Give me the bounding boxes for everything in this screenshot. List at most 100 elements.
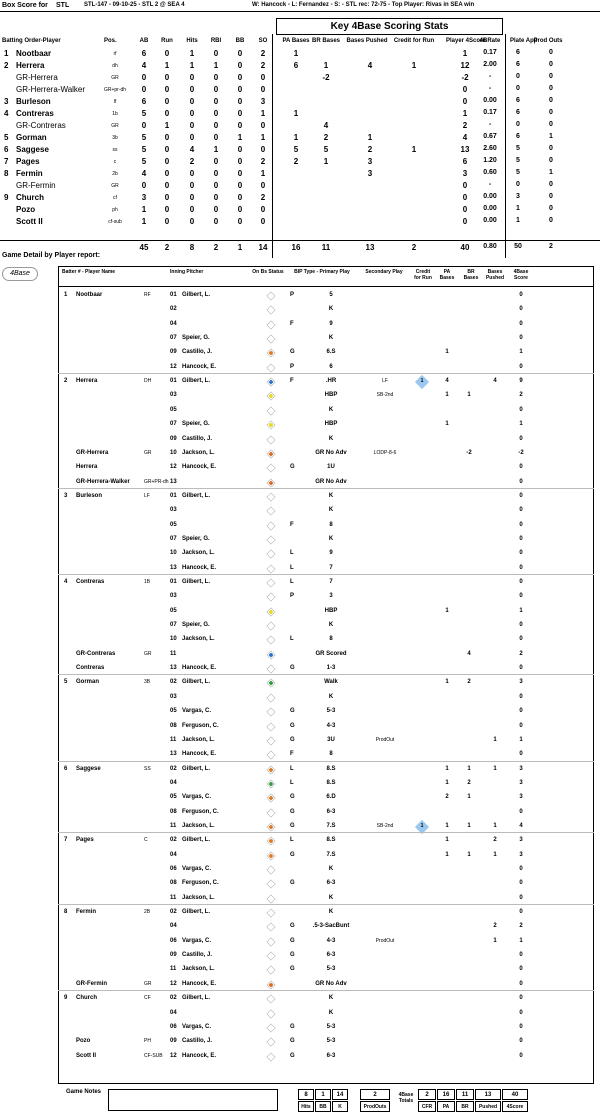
game-detail-section: 4Base Batter # - Player Name Inning Pitch… — [0, 264, 600, 1115]
detail-pitcher: Jackson, L. — [182, 894, 215, 901]
footer-value-prodouts: 2 — [360, 1089, 390, 1100]
box-cell-br: 2 — [323, 133, 329, 142]
diamond-fill — [268, 838, 274, 844]
detail-score: 2 — [519, 392, 523, 399]
box-cell-pushed: 1 — [367, 133, 373, 142]
detail-row: GR-Herrera GR 10 Jackson, L. GR No Adv LODP-8… — [0, 447, 600, 461]
detail-primary-play: 6-3 — [326, 880, 336, 887]
detail-pitcher: Speier, G. — [182, 535, 210, 542]
detail-pitcher: Gilbert, L. — [182, 579, 211, 585]
detail-pitcher: Hancock, E. — [182, 751, 217, 758]
detail-br: 1 — [467, 392, 471, 399]
diamond-fill — [268, 379, 274, 385]
detail-inning: 01 — [170, 579, 177, 585]
box-cell-player: Saggese — [16, 145, 49, 154]
detail-primary-play: 5 — [329, 292, 333, 298]
box-cell-rate: 0.00 — [483, 217, 497, 224]
detail-player-name: Pages — [76, 837, 94, 844]
detail-primary-play: GR Scored — [315, 650, 347, 657]
box-cell-hits: 0 — [189, 205, 195, 214]
box-row: 4 Contreras 1b 5 0 0 0 0 1 1 1 0.17 6 0 — [0, 109, 600, 120]
detail-score: 0 — [519, 478, 523, 485]
box-cell-bb: 0 — [237, 109, 243, 118]
box-cell-hits: 2 — [189, 157, 195, 166]
box-cell-po: 1 — [549, 133, 553, 140]
total-po: 2 — [549, 243, 553, 250]
detail-bip-type: P — [290, 363, 295, 370]
detail-score: 0 — [519, 292, 523, 298]
box-cell-app: 5 — [516, 145, 520, 152]
base-diamond-icon — [266, 879, 276, 889]
detail-row: 08 Ferguson, C. G 6-3 0 — [0, 806, 600, 820]
diamond-fill — [268, 767, 274, 773]
box-cell-rbi: 0 — [213, 157, 219, 166]
detail-score: 0 — [519, 335, 523, 342]
detail-score: 1 — [519, 421, 523, 428]
box-cell-so: 0 — [260, 121, 266, 130]
box-cell-po: 0 — [549, 61, 553, 68]
diamond-outline — [266, 506, 276, 516]
detail-inning: 04 — [170, 1009, 177, 1016]
base-diamond-icon — [266, 965, 276, 975]
detail-player-name: Church — [76, 995, 97, 1002]
box-cell-po: 0 — [549, 97, 553, 104]
box-cell-run: 0 — [164, 109, 170, 118]
total-rbi: 2 — [213, 243, 219, 252]
box-col-header: Prod Outs — [533, 38, 563, 44]
box-cell-ab: 4 — [141, 61, 147, 70]
box-cell-so: 0 — [260, 145, 266, 154]
detail-pa: 1 — [445, 392, 449, 399]
detail-player-name: Herrera — [76, 378, 98, 385]
diamond-fill — [268, 480, 274, 486]
box-row: Scott II cf-sub 1 0 0 0 0 0 0 0.00 1 0 — [0, 217, 600, 228]
detail-batter-num: 6 — [64, 765, 68, 772]
detail-pitcher: Jackson, L. — [182, 449, 215, 456]
footer-label-pushed: Pushed — [475, 1101, 501, 1112]
detail-pitcher: Hancock, E. — [182, 564, 217, 571]
box-cell-bb: 1 — [237, 133, 243, 142]
base-diamond-icon — [266, 406, 276, 416]
box-cell-bb: 0 — [237, 49, 243, 58]
box-cell-pos: ss — [112, 147, 118, 153]
box-cell-br: 5 — [323, 145, 329, 154]
detail-score: 0 — [519, 306, 523, 313]
box-cell-pos: 3b — [112, 135, 118, 141]
detail-pos: PH — [144, 1038, 151, 1045]
box-cell-so: 2 — [260, 193, 266, 202]
detail-pitcher: Jackson, L. — [182, 822, 215, 829]
box-cell-rate: 0.00 — [483, 97, 497, 104]
box-cell-rbi: 0 — [213, 121, 219, 130]
detail-player-name: Pozo — [76, 1038, 91, 1045]
box-cell-player: Contreras — [16, 109, 54, 118]
diamond-outline — [266, 492, 276, 502]
box-row: 5 Gorman 3b 5 0 0 0 1 1 1 2 1 4 0.67 6 1 — [0, 133, 600, 144]
detail-row: 05 Vargas, C. G 6.D 2 1 3 — [0, 791, 600, 805]
box-cell-rate: 2.00 — [483, 61, 497, 68]
game-notes-box[interactable] — [108, 1089, 278, 1111]
box-cell-player: GR-Herrera-Walker — [16, 85, 86, 94]
box-cell-so: 0 — [260, 217, 266, 226]
box-score-for-label: Box Score for — [2, 2, 48, 9]
base-diamond-icon — [266, 348, 276, 358]
diamond-fill — [268, 422, 274, 428]
detail-bip-type: G — [290, 822, 295, 829]
detail-pitcher: Castillo, J. — [182, 952, 213, 959]
diamond-outline — [266, 1037, 276, 1047]
detail-primary-play: 6.D — [326, 794, 336, 801]
box-cell-score: 1 — [462, 49, 468, 58]
diamond-outline — [266, 1008, 276, 1019]
detail-pitcher: Vargas, C. — [182, 708, 212, 715]
box-cell-rbi: 1 — [213, 61, 219, 70]
base-diamond-icon — [266, 1052, 276, 1062]
detail-row: GR-Herrera-Walker GR+PR-dh 13 GR No Adv 0 — [0, 476, 600, 490]
box-cell-player: Burleson — [16, 97, 51, 106]
detail-score: 1 — [519, 736, 523, 743]
detail-primary-play: 5-3 — [326, 1038, 336, 1045]
detail-primary-play: K — [328, 435, 334, 442]
detail-score: 0 — [519, 722, 523, 729]
detail-primary-play: 1-3 — [326, 665, 336, 672]
detail-inning: 08 — [170, 808, 177, 815]
detail-player-name: GR-Fermin — [76, 980, 108, 987]
box-cell-bb: 0 — [237, 97, 243, 106]
base-diamond-icon — [266, 922, 276, 932]
